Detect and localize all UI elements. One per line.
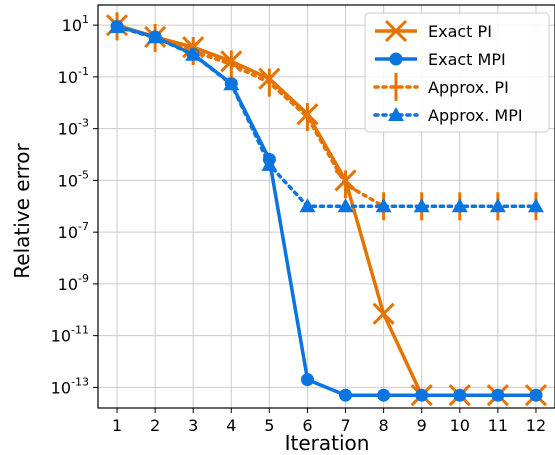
- y-tick-exponent: -5: [78, 168, 89, 181]
- data-point: [300, 373, 314, 387]
- legend: Exact PI Exact MPI Approx. PI Approx. MPI: [364, 12, 550, 133]
- x-tick-label: 8: [379, 416, 389, 435]
- data-point: [185, 46, 202, 61]
- y-tick-label: 10-1: [58, 65, 89, 87]
- x-tick-label: 10: [450, 416, 470, 435]
- y-tick-base: 10: [58, 120, 78, 139]
- y-tick-exponent: -13: [71, 375, 89, 388]
- y-tick-exponent: -7: [78, 220, 89, 233]
- legend-entry: Exact MPI: [375, 50, 506, 69]
- legend-entry: Exact PI: [375, 19, 492, 43]
- y-tick-label: 10-7: [58, 220, 89, 242]
- y-tick-base: 10: [58, 275, 78, 294]
- y-tick-label: 10-11: [51, 324, 89, 346]
- y-tick-base: 10: [58, 68, 78, 87]
- x-tick-label: 1: [112, 416, 122, 435]
- x-tick-label: 2: [150, 416, 160, 435]
- x-tick-label: 5: [264, 416, 274, 435]
- x-tick-label: 11: [488, 416, 508, 435]
- x-tick-label: 3: [188, 416, 198, 435]
- data-point: [413, 198, 430, 213]
- y-tick-label: 10-13: [51, 375, 89, 397]
- legend-label: Exact PI: [428, 22, 492, 41]
- y-axis-label: Relative error: [10, 143, 34, 279]
- data-point: [388, 107, 404, 121]
- x-tick-label: 7: [340, 416, 350, 435]
- data-point: [299, 198, 316, 213]
- plot-series: [105, 12, 548, 407]
- data-point: [223, 76, 240, 91]
- legend-label: Approx. PI: [428, 78, 509, 97]
- y-tick-base: 10: [51, 378, 71, 397]
- data-point: [337, 198, 354, 213]
- series-approx-mpi: [109, 18, 544, 213]
- y-tick-base: 10: [62, 16, 82, 35]
- x-tick-label: 4: [226, 416, 236, 435]
- legend-label: Exact MPI: [428, 50, 506, 69]
- data-point: [451, 198, 468, 213]
- y-tick-label: 10-3: [58, 117, 89, 139]
- y-tick-label: 101: [62, 13, 89, 35]
- y-tick-label: 10-9: [58, 272, 89, 294]
- data-point: [415, 388, 429, 402]
- data-point: [527, 198, 544, 213]
- x-axis-ticks: 1 2 3 4 5 6 7 8 9 10 11 12: [112, 408, 546, 435]
- data-point: [491, 388, 505, 402]
- x-tick-label: 12: [526, 416, 546, 435]
- data-point: [109, 18, 126, 33]
- data-point: [529, 388, 543, 402]
- y-tick-exponent: 1: [82, 13, 89, 26]
- data-point: [389, 52, 403, 66]
- data-point: [339, 388, 353, 402]
- y-tick-label: 10-5: [58, 168, 89, 190]
- data-point: [375, 198, 392, 213]
- data-point: [377, 388, 391, 402]
- data-point: [372, 302, 395, 325]
- y-tick-exponent: -9: [78, 272, 89, 285]
- x-tick-label: 9: [417, 416, 427, 435]
- data-point: [453, 388, 467, 402]
- x-axis-label: Iteration: [285, 431, 370, 455]
- legend-entry: Approx. PI: [373, 73, 509, 101]
- y-tick-base: 10: [58, 171, 78, 190]
- legend-entry: Approx. MPI: [373, 106, 523, 125]
- series-line: [115, 25, 538, 209]
- y-tick-base: 10: [51, 327, 71, 346]
- data-point: [147, 29, 164, 44]
- data-point: [489, 198, 506, 213]
- x-tick-label: 6: [302, 416, 312, 435]
- y-tick-exponent: -1: [78, 65, 89, 78]
- data-point: [261, 156, 278, 171]
- legend-box: [364, 12, 550, 133]
- y-tick-exponent: -3: [78, 117, 89, 130]
- legend-label: Approx. MPI: [428, 106, 523, 125]
- y-tick-base: 10: [58, 223, 78, 242]
- plot-frame: [97, 4, 555, 409]
- y-tick-exponent: -11: [71, 324, 89, 337]
- data-point: [384, 19, 408, 43]
